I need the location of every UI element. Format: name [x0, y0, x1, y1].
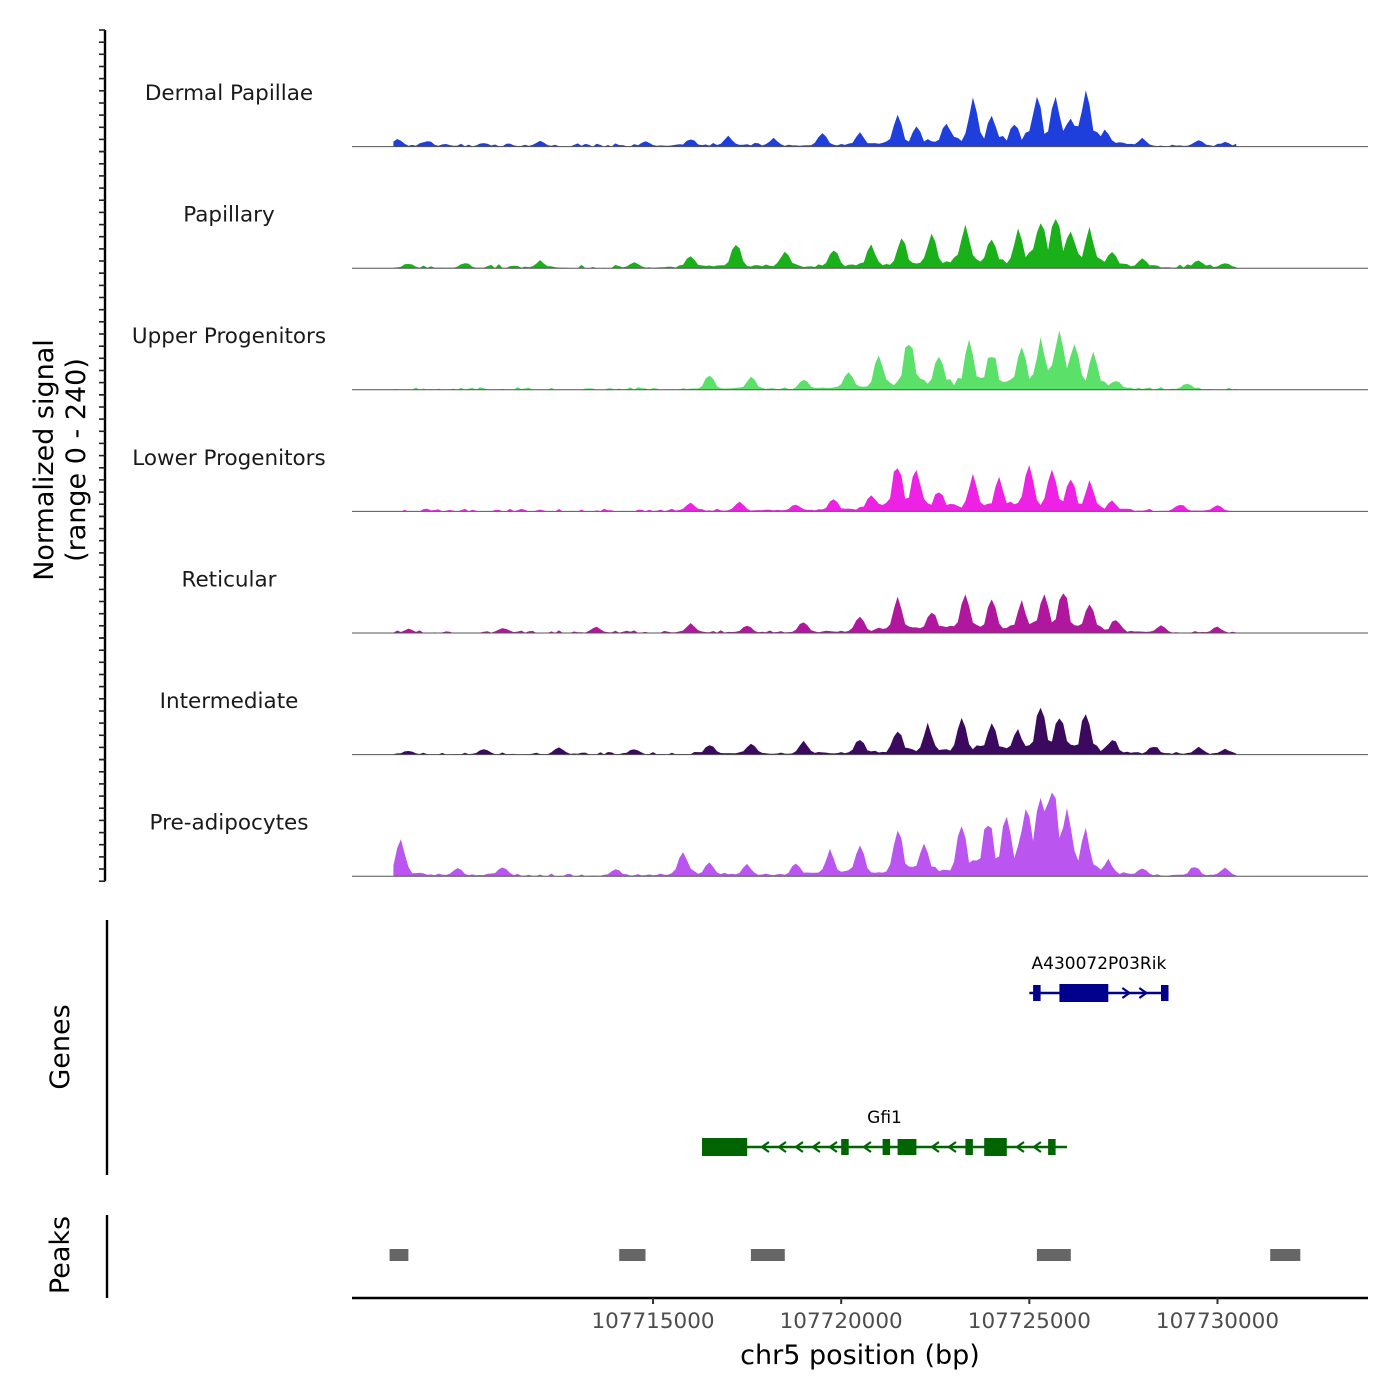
gene-exon: [897, 1139, 917, 1155]
strand-arrow: [811, 1141, 821, 1153]
gene-exon: [882, 1139, 891, 1155]
gene-label: Gfi1: [867, 1108, 902, 1128]
strand-arrow: [777, 1141, 787, 1153]
track-label: Dermal Papillae: [145, 81, 313, 106]
x-tick-label: 107730000: [1156, 1309, 1279, 1334]
signal-y-axis: [99, 29, 107, 883]
x-axis-label: chr5 position (bp): [740, 1340, 980, 1371]
gene-label: A430072P03Rik: [1032, 954, 1167, 974]
genes-ylabel: Genes: [45, 1004, 76, 1089]
peaks-ylabel: Peaks: [45, 1216, 76, 1294]
signal-track: Pre-adipocytes: [150, 792, 1368, 877]
peak-region: [750, 1249, 785, 1261]
strand-arrow: [930, 1141, 940, 1153]
gene-exon: [1048, 1139, 1056, 1155]
signal-track: Papillary: [183, 203, 1368, 269]
signal-area: [393, 219, 1237, 269]
signal-track: Intermediate: [160, 689, 1368, 756]
peak-region: [389, 1249, 409, 1261]
gene-exon: [1033, 985, 1041, 1001]
strand-arrow: [1032, 1141, 1042, 1153]
signal-range-label: (range 0 - 240): [61, 358, 92, 562]
signal-track: Reticular: [181, 567, 1368, 634]
gene-model: A430072P03Rik: [1029, 954, 1169, 1002]
signal-area: [393, 792, 1237, 877]
track-label: Upper Progenitors: [132, 324, 326, 349]
signal-panel: Dermal Papillae Papillary Upper Progenitor…: [132, 81, 1368, 877]
gene-model: Gfi1: [701, 1108, 1067, 1156]
gene-exon: [1161, 985, 1169, 1001]
x-tick-label: 107725000: [968, 1309, 1091, 1334]
signal-track: Upper Progenitors: [132, 324, 1368, 391]
signal-track: Dermal Papillae: [145, 81, 1368, 148]
gene-exon: [1059, 984, 1109, 1002]
peaks-panel: [389, 1249, 1301, 1261]
x-axis: 107715000 107720000 107725000 107730000: [591, 1298, 1279, 1334]
x-tick-label: 107720000: [780, 1309, 903, 1334]
strand-arrow: [947, 1141, 957, 1153]
signal-track: Lower Progenitors: [132, 446, 1368, 512]
peak-region: [1036, 1249, 1071, 1261]
peak-region: [1270, 1249, 1301, 1261]
strand-arrow: [862, 1141, 872, 1153]
gene-exon: [984, 1138, 1007, 1156]
strand-arrow: [1015, 1141, 1025, 1153]
track-label: Lower Progenitors: [132, 446, 325, 471]
signal-area: [393, 593, 1237, 633]
track-label: Intermediate: [160, 689, 299, 714]
strand-arrow: [1138, 987, 1149, 999]
strand-arrow: [1121, 987, 1132, 999]
signal-area: [393, 707, 1237, 755]
signal-area: [393, 90, 1237, 147]
track-label: Papillary: [183, 203, 275, 228]
genes-panel: A430072P03Rik Gfi1: [701, 954, 1169, 1156]
signal-area: [393, 465, 1237, 512]
track-label: Reticular: [181, 567, 276, 592]
gene-exon: [841, 1139, 849, 1155]
x-tick-label: 107715000: [591, 1309, 714, 1334]
track-label: Pre-adipocytes: [150, 811, 309, 836]
strand-arrow: [828, 1141, 838, 1153]
strand-arrow: [794, 1141, 804, 1153]
gene-exon: [702, 1138, 748, 1156]
gene-exon: [965, 1139, 973, 1155]
peak-region: [619, 1249, 646, 1261]
signal-ylabel: Normalized signal: [29, 339, 60, 581]
strand-arrow: [760, 1141, 770, 1153]
signal-area: [393, 330, 1237, 390]
